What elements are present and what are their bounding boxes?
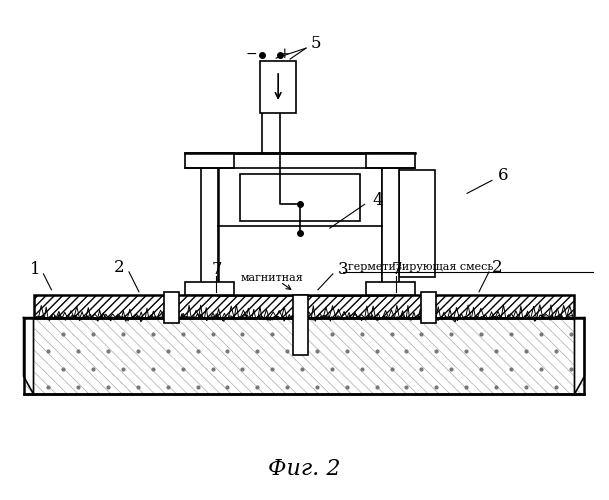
Text: −: −	[245, 47, 257, 61]
Text: Фиг. 2: Фиг. 2	[268, 458, 340, 480]
Polygon shape	[24, 318, 33, 394]
Bar	[382, 152, 400, 294]
Bar	[200, 152, 219, 294]
Polygon shape	[574, 318, 585, 394]
Text: 5: 5	[311, 34, 321, 51]
Bar	[293, 294, 308, 356]
Bar	[365, 282, 415, 295]
Bar	[421, 292, 436, 322]
Text: 2: 2	[491, 260, 502, 276]
Bar	[33, 294, 574, 318]
Bar	[24, 318, 585, 394]
Text: 2: 2	[114, 260, 124, 276]
Bar	[365, 152, 415, 168]
Bar	[24, 318, 585, 394]
Text: 1: 1	[30, 262, 41, 278]
Text: +: +	[278, 47, 290, 61]
Bar	[241, 174, 360, 221]
Bar	[219, 152, 382, 294]
Bar	[164, 292, 178, 322]
Text: 3: 3	[337, 262, 348, 278]
Bar	[400, 170, 435, 277]
Text: 7: 7	[391, 262, 402, 278]
Bar	[260, 61, 296, 113]
Bar	[185, 152, 234, 168]
Text: 6: 6	[498, 167, 508, 184]
Text: магнитная: магнитная	[241, 273, 303, 283]
Text: 4: 4	[372, 192, 383, 209]
Bar	[185, 282, 234, 295]
Text: 7: 7	[211, 262, 222, 278]
Text: герметизирующая смесь: герметизирующая смесь	[348, 262, 493, 272]
